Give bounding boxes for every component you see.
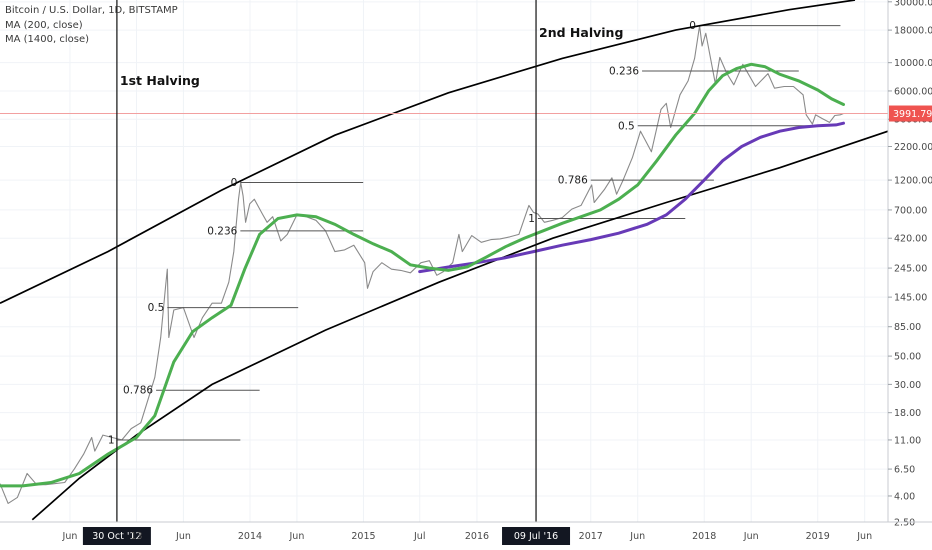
y-tick-label: 50.00 (894, 352, 921, 363)
y-tick-label: 1200.00 (894, 176, 932, 187)
y-tick-label: 10000.00 (894, 58, 932, 69)
x-highlight-label: 30 Oct '12 (92, 531, 141, 542)
ma200-line (0, 62, 845, 488)
x-tick-label: 13 (130, 531, 142, 542)
plot-background (0, 0, 888, 522)
plot-layer: 0 0.236 0.5 0.786 1 0 0.236 0.5 0.786 1 1st Halvin… (0, 0, 888, 522)
x-tick-label: Jun (743, 531, 759, 542)
fib-level-label: 1 (528, 213, 535, 225)
fib-level-label: 0.786 (123, 385, 153, 397)
x-highlight-label: 09 Jul '16 (514, 531, 558, 542)
chart-legend: Bitcoin / U.S. Dollar, 1D, BITSTAMP MA (… (5, 4, 178, 48)
curve-line (0, 0, 856, 304)
price-series-line (0, 25, 844, 504)
x-highlight-tag (82, 527, 151, 545)
y-tick-label: 420.00 (894, 234, 927, 245)
ma1400-line (418, 121, 845, 274)
curve-line (31, 130, 888, 521)
fib-level-label: 0 (689, 20, 696, 32)
x-tick-label: 2018 (692, 531, 716, 542)
halving-label: 1st Halving (120, 73, 200, 88)
x-tick-label: Jun (62, 531, 78, 542)
y-tick-label: 6000.00 (894, 86, 932, 97)
fib-level-label: 0.5 (148, 302, 165, 314)
x-tick-label: Jun (289, 531, 305, 542)
legend-ma200[interactable]: MA (200, close) (5, 19, 83, 31)
legend-symbol-title[interactable]: Bitcoin / U.S. Dollar, 1D, BITSTAMP (5, 5, 178, 16)
y-tick-label: 30000.00 (894, 0, 932, 8)
x-tick-label: Jun (856, 531, 872, 542)
x-tick-label: 2015 (351, 531, 375, 542)
x-tick-label: 2017 (579, 531, 603, 542)
y-tick-label: 11.00 (894, 435, 921, 446)
x-tick-label: Jul (413, 531, 425, 542)
fib-level-label: 0 (231, 177, 238, 189)
x-tick-label: Jun (175, 531, 191, 542)
x-highlight-tag (502, 527, 571, 545)
price-tag-label: 3991.79 (893, 109, 932, 120)
halving-label: 2nd Halving (539, 25, 623, 40)
x-tick-label: 2016 (465, 531, 489, 542)
y-tick-label: 85.00 (894, 322, 921, 333)
y-tick-label: 18000.00 (894, 26, 932, 37)
legend-ma1400[interactable]: MA (1400, close) (5, 34, 90, 45)
fib-level-label: 0.5 (618, 120, 635, 132)
x-tick-label: 2019 (806, 531, 830, 542)
y-tick-label: 18.00 (894, 408, 921, 419)
y-tick-label: 2200.00 (894, 142, 932, 153)
y-tick-label: 145.00 (894, 293, 927, 304)
y-tick-label: 2.50 (894, 518, 915, 529)
fib-level-label: 0.236 (207, 225, 237, 237)
y-tick-label: 6.50 (894, 465, 915, 476)
fib-level-label: 0.786 (558, 175, 588, 187)
plot-area: 0 0.236 0.5 0.786 1 0 0.236 0.5 0.786 1 1st Halvin… (0, 0, 888, 522)
y-tick-label: 4.00 (894, 491, 915, 502)
y-tick-label: 700.00 (894, 205, 927, 216)
y-tick-label: 30.00 (894, 380, 921, 391)
x-tick-label: Jun (629, 531, 645, 542)
y-tick-label: 245.00 (894, 264, 927, 275)
fib-level-label: 1 (108, 434, 115, 446)
price-tag (889, 105, 932, 122)
fib-level-label: 0.236 (609, 66, 639, 78)
x-tick-label: 2014 (238, 531, 262, 542)
